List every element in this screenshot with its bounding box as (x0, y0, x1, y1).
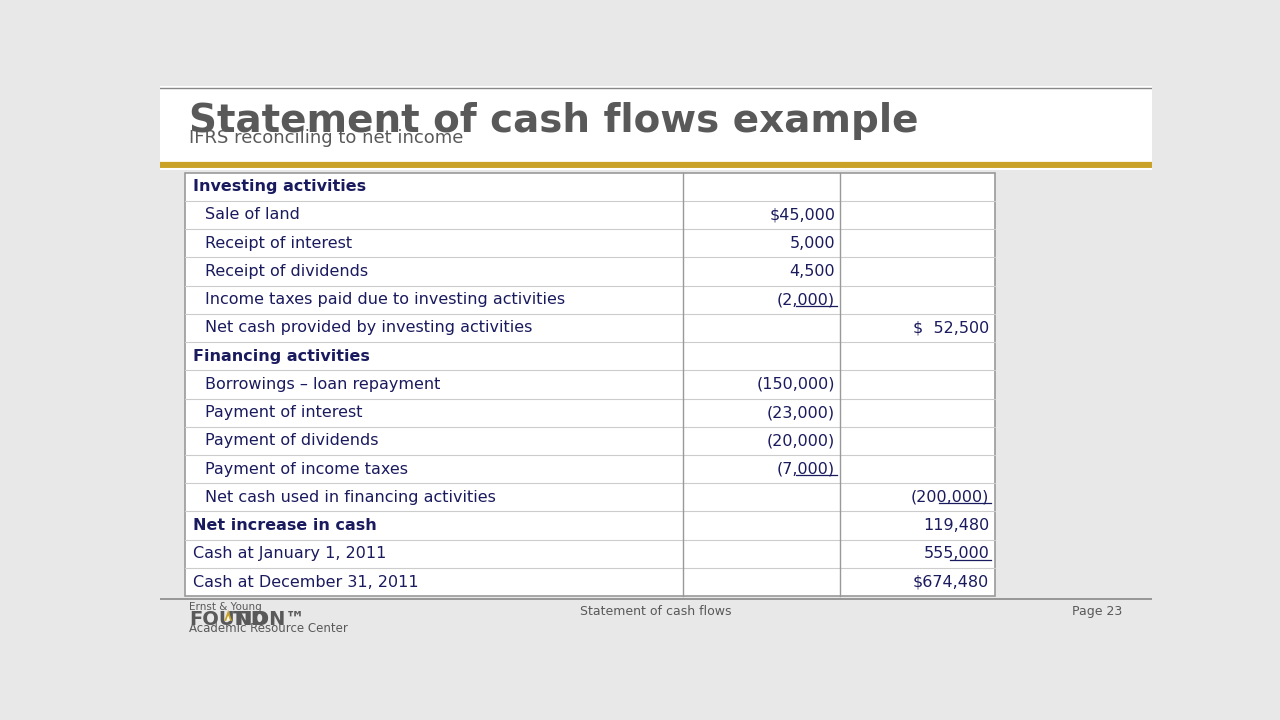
Text: Income taxes paid due to investing activities: Income taxes paid due to investing activ… (205, 292, 564, 307)
Text: (20,000): (20,000) (767, 433, 835, 449)
Bar (160, 86, 1152, 163)
Text: Statement of cash flows: Statement of cash flows (580, 606, 732, 618)
Text: Investing activities: Investing activities (192, 179, 366, 194)
Text: Financing activities: Financing activities (192, 348, 370, 364)
Text: Net cash used in financing activities: Net cash used in financing activities (205, 490, 495, 505)
Text: Net cash provided by investing activities: Net cash provided by investing activitie… (205, 320, 532, 336)
Text: Cash at December 31, 2011: Cash at December 31, 2011 (192, 575, 419, 590)
Text: Payment of dividends: Payment of dividends (205, 433, 379, 449)
Text: Payment of income taxes: Payment of income taxes (205, 462, 408, 477)
Text: Receipt of interest: Receipt of interest (205, 235, 352, 251)
Text: IFRS reconciling to net income: IFRS reconciling to net income (189, 129, 463, 147)
Polygon shape (227, 616, 230, 621)
Text: Net increase in cash: Net increase in cash (192, 518, 376, 533)
Text: $45,000: $45,000 (769, 207, 835, 222)
Text: Page 23: Page 23 (1073, 606, 1123, 618)
Text: 119,480: 119,480 (923, 518, 989, 533)
Text: Ernst & Young: Ernst & Young (189, 601, 262, 611)
Text: 5,000: 5,000 (790, 235, 835, 251)
Text: 555,000: 555,000 (923, 546, 989, 562)
Text: Academic Resource Center: Academic Resource Center (189, 622, 348, 635)
Text: Receipt of dividends: Receipt of dividends (205, 264, 369, 279)
Text: Payment of interest: Payment of interest (205, 405, 362, 420)
Text: (200,000): (200,000) (911, 490, 989, 505)
Text: (150,000): (150,000) (756, 377, 835, 392)
Text: (2,000): (2,000) (777, 292, 835, 307)
Text: $  52,500: $ 52,500 (913, 320, 989, 336)
Bar (184, 173, 996, 596)
Text: 4,500: 4,500 (790, 264, 835, 279)
Text: TION™: TION™ (233, 610, 306, 629)
Text: (23,000): (23,000) (767, 405, 835, 420)
Text: FOUND: FOUND (189, 610, 268, 629)
Text: Cash at January 1, 2011: Cash at January 1, 2011 (192, 546, 387, 562)
Polygon shape (224, 610, 232, 621)
Text: $674,480: $674,480 (913, 575, 989, 590)
Text: Sale of land: Sale of land (205, 207, 300, 222)
Text: (7,000): (7,000) (777, 462, 835, 477)
Text: Statement of cash flows example: Statement of cash flows example (189, 102, 919, 140)
Text: Borrowings – loan repayment: Borrowings – loan repayment (205, 377, 440, 392)
